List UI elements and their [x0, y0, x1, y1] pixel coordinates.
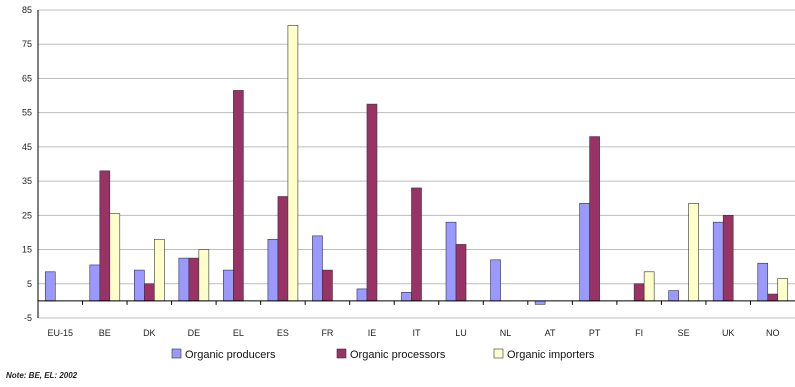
- bar-pt-2: [589, 136, 600, 302]
- x-axis-ticks: EU-15 BE DK DE EL ES FR IE IT LU NL AT PT FI SE UK NO: [48, 328, 780, 338]
- bar-ie-2: [366, 103, 378, 302]
- x-tick-label: DK: [143, 328, 156, 338]
- bar-lu-1: [445, 221, 457, 302]
- legend-swatch: [493, 348, 504, 359]
- bar-fr-1: [312, 235, 323, 302]
- x-tick-label: AT: [545, 328, 556, 338]
- y-axis-ticks: -5 5 15 25 35 45 55 65 75 85: [22, 5, 32, 323]
- bar-el-1: [223, 269, 234, 302]
- bar-be-1: [89, 264, 101, 302]
- bar-uk-2: [722, 215, 734, 302]
- bar-se-3: [688, 203, 699, 302]
- x-tick-label: EU-15: [48, 328, 74, 338]
- x-tick-label: FR: [321, 328, 333, 338]
- y-tick-label: 65: [22, 73, 32, 83]
- bar-es-3: [287, 25, 299, 302]
- y-tick-label: -5: [24, 313, 32, 323]
- x-tick-label: NL: [500, 328, 512, 338]
- bar-it-2: [411, 187, 422, 302]
- bar-es-2: [277, 196, 289, 302]
- bar-dk-2: [144, 283, 155, 302]
- bar-no-1: [757, 262, 769, 302]
- y-tick-label: 15: [22, 245, 32, 255]
- legend-swatch: [336, 348, 347, 359]
- bar-dk-3: [154, 238, 165, 302]
- bar-no-2: [767, 293, 779, 302]
- bar-fi-2: [633, 283, 645, 302]
- bar-no-3: [777, 278, 789, 302]
- bar-dk-1: [134, 269, 145, 302]
- bar-es-1: [267, 238, 279, 302]
- bar-pt-1: [579, 203, 590, 302]
- bar-el-2: [233, 90, 244, 302]
- y-tick-label: 55: [22, 108, 32, 118]
- bar-de-3: [198, 249, 210, 302]
- x-tick-label: IE: [368, 328, 377, 338]
- y-tick-label: 85: [22, 5, 32, 15]
- x-tick-label: ES: [277, 328, 289, 338]
- x-tick-label: FI: [635, 328, 643, 338]
- bar-lu-2: [455, 244, 467, 302]
- axes: [37, 10, 795, 318]
- bar-uk-1: [712, 221, 724, 302]
- legend-label: Organic processors: [350, 349, 446, 361]
- x-tick-label: IT: [413, 328, 422, 338]
- bar-fr-2: [322, 269, 333, 302]
- bars: [44, 25, 789, 305]
- x-tick-label: LU: [455, 328, 467, 338]
- bar-se-1: [668, 290, 679, 302]
- bar-chart: -5 5 15 25 35 45 55 65 75 85 EU-15 BE DK DE EL ES FR IE I…: [22, 5, 795, 361]
- bar-be-3: [109, 213, 121, 302]
- legend-label: Organic producers: [185, 349, 276, 361]
- bar-ie-1: [356, 288, 368, 302]
- bar-it-1: [401, 292, 412, 302]
- bar-at-1: [534, 300, 546, 305]
- bar-de-1: [178, 257, 190, 302]
- y-tick-label: 45: [22, 142, 32, 152]
- bar-eu-15-1: [44, 271, 56, 302]
- legend: Organic producers Organic processors Organ…: [171, 348, 595, 361]
- bar-be-2: [99, 170, 111, 302]
- x-tick-label: EL: [233, 328, 244, 338]
- x-tick-label: BE: [99, 328, 111, 338]
- x-tick-label: PT: [589, 328, 601, 338]
- x-tick-label: NO: [766, 328, 780, 338]
- y-tick-label: 35: [22, 176, 32, 186]
- y-tick-label: 25: [22, 210, 32, 220]
- x-tick-label: DE: [188, 328, 201, 338]
- y-tick-label: 5: [27, 279, 32, 289]
- y-tick-label: 75: [22, 39, 32, 49]
- bar-de-2: [188, 257, 200, 302]
- legend-label: Organic importers: [507, 349, 595, 361]
- chart-note: Note: BE, EL: 2002: [6, 371, 78, 380]
- legend-swatch: [171, 348, 182, 359]
- x-tick-label: SE: [678, 328, 690, 338]
- bar-fi-3: [643, 271, 655, 302]
- x-tick-label: UK: [722, 328, 735, 338]
- bar-nl-1: [490, 259, 501, 302]
